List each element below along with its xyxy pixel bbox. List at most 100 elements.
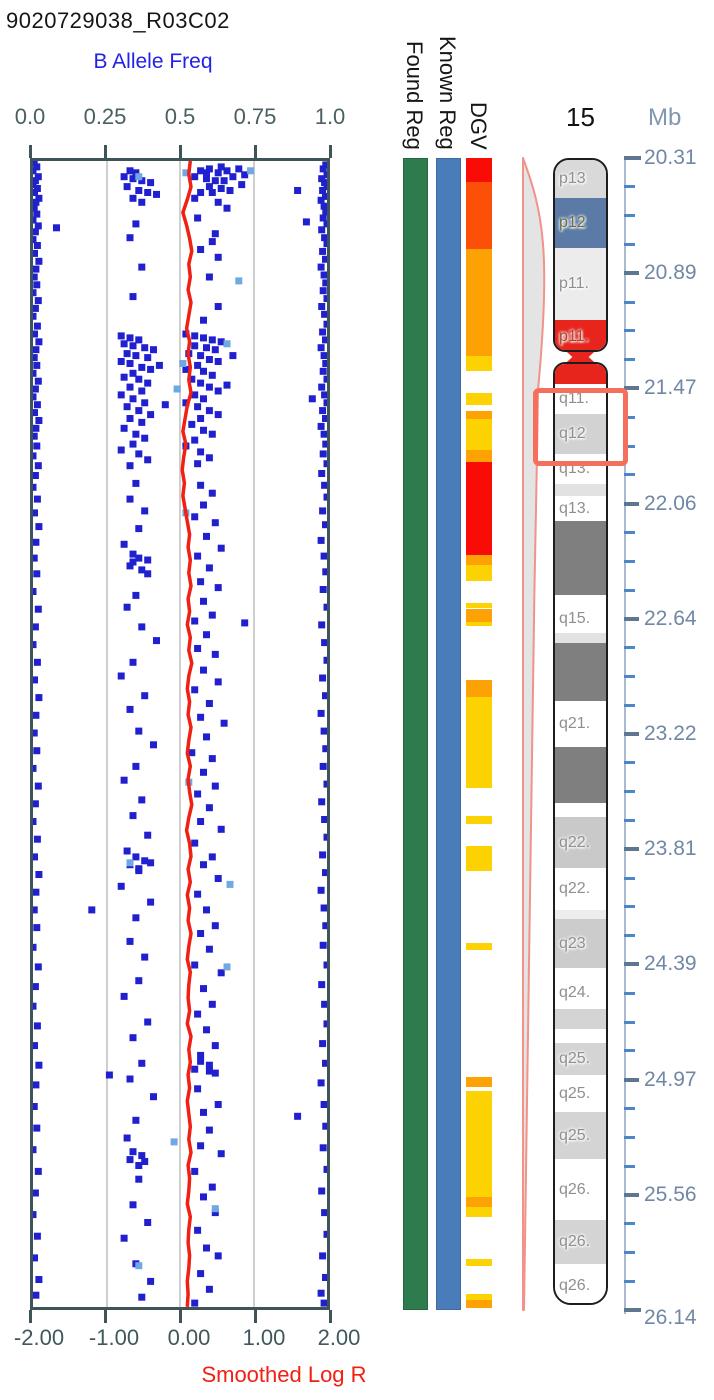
baf-point: [33, 189, 38, 196]
chrom-band-q25[interactable]: q25.: [555, 1075, 606, 1112]
baf-point: [129, 342, 137, 350]
baf-point: [197, 818, 205, 825]
chrom-band[interactable]: [555, 521, 606, 595]
baf-point: [191, 1167, 199, 1175]
region-zoom-wedge: [522, 157, 546, 1311]
baf-point: [317, 263, 325, 271]
dgv-segment: [466, 393, 492, 405]
chrom-band-p11[interactable]: p11.: [555, 248, 606, 320]
chromosome-p-arm[interactable]: p13 p12 p11. p11.: [553, 158, 608, 352]
baf-point: [200, 1193, 207, 1201]
baf-point: [323, 833, 327, 841]
baf-point: [200, 316, 207, 324]
baf-point: [135, 525, 143, 533]
chrom-band-q22[interactable]: q22.: [555, 868, 606, 910]
baf-point: [203, 906, 210, 914]
baf-point: [34, 782, 42, 790]
chrom-band-q22[interactable]: q22.: [555, 817, 606, 868]
chrom-band-q26[interactable]: q26.: [555, 1159, 606, 1220]
chrom-band-q26[interactable]: q26.: [555, 1220, 606, 1264]
selected-region-highlight[interactable]: [533, 388, 628, 466]
chrom-band[interactable]: [555, 968, 606, 976]
baf-point: [211, 922, 219, 930]
baf-point: [129, 395, 137, 403]
baf-point: [33, 236, 37, 244]
baf-point: [318, 798, 326, 806]
baf-point: [33, 747, 41, 755]
chrom-band[interactable]: [555, 1009, 606, 1029]
baf-point: [319, 1040, 327, 1048]
plot-canvas: [33, 161, 327, 1307]
baf-tick-label: 0.0: [14, 104, 46, 129]
baf-point: [217, 185, 225, 192]
baf-point: [33, 1002, 37, 1010]
chrom-band-label: q12: [559, 425, 586, 442]
chrom-band[interactable]: [555, 803, 606, 817]
baf-point: [126, 705, 134, 713]
baf-point: [229, 173, 237, 181]
chrom-band[interactable]: [555, 484, 606, 496]
baf-point: [302, 218, 310, 226]
chrom-band-q21[interactable]: q21.: [555, 701, 606, 747]
chrom-band-label: q24.: [559, 983, 591, 1001]
ruler-minor-tick: [624, 473, 635, 477]
baf-point: [132, 352, 140, 360]
chrom-band-label: q25.: [559, 1126, 591, 1144]
chrom-band-q23[interactable]: q23: [555, 919, 606, 968]
ruler-mb-label: 25.56: [644, 1182, 697, 1206]
baf-point: [318, 175, 326, 183]
baf-point: [321, 481, 327, 489]
baf-point: [197, 1057, 205, 1065]
baf-point: [182, 365, 190, 373]
dgv-track-label: DGV: [466, 102, 491, 150]
baf-point: [317, 344, 325, 352]
baf-point: [147, 1277, 155, 1285]
dgv-segment: [466, 1294, 492, 1301]
chrom-band-q25[interactable]: q25.: [555, 1112, 606, 1159]
baf-point: [319, 762, 327, 770]
chrom-band[interactable]: [555, 643, 606, 701]
baf-point: [33, 623, 39, 631]
chrom-band-q13[interactable]: q13.: [555, 496, 606, 521]
baf-point: [317, 536, 325, 544]
chrom-band-p11[interactable]: p11.: [555, 320, 606, 350]
baf-point: [120, 992, 128, 1000]
chrom-band[interactable]: [555, 595, 606, 604]
baf-point: [144, 556, 152, 564]
chrom-band-q26[interactable]: q26.: [555, 1264, 606, 1303]
ruler-mb-label: 24.97: [644, 1067, 697, 1091]
baf-point: [322, 440, 327, 448]
baf-point: [33, 163, 41, 171]
baf-point: [135, 1175, 143, 1183]
baf-point: [33, 198, 40, 206]
baf-point: [294, 1112, 302, 1120]
ruler-major-tick: [624, 386, 639, 391]
chrom-band[interactable]: [555, 1029, 606, 1043]
chrom-band-q25[interactable]: q25.: [555, 1043, 606, 1075]
baf-point: [319, 247, 327, 255]
chromosome-q-arm[interactable]: q11. q12 q13. q13. q15. q21. q22. q22. q23 q24. q2…: [553, 362, 608, 1305]
baf-point: [318, 621, 326, 629]
chrom-band-p12[interactable]: p12: [555, 198, 606, 248]
baf-point: [322, 521, 327, 529]
chrom-band-q24[interactable]: q24.: [555, 976, 606, 1009]
baf-point: [197, 713, 205, 721]
baf-point: [317, 886, 325, 894]
chrom-band-q15[interactable]: q15.: [555, 604, 606, 633]
baf-point: [147, 179, 155, 187]
baf-point: [322, 336, 327, 344]
chrom-band[interactable]: [555, 910, 606, 919]
logr-tick-mark: [329, 1310, 332, 1323]
chrom-band-p13[interactable]: p13: [555, 160, 606, 198]
chrom-band[interactable]: [555, 747, 606, 803]
baf-point: [161, 401, 169, 409]
baf-point: [317, 422, 325, 430]
baf-point: [153, 190, 160, 198]
chrom-band[interactable]: [555, 364, 606, 384]
chrom-band-q12[interactable]: q12: [555, 414, 606, 454]
baf-point: [33, 273, 38, 281]
chrom-band[interactable]: [555, 633, 606, 643]
baf-point: [205, 700, 213, 707]
baf-point: [33, 330, 38, 338]
baf-point: [33, 658, 41, 666]
